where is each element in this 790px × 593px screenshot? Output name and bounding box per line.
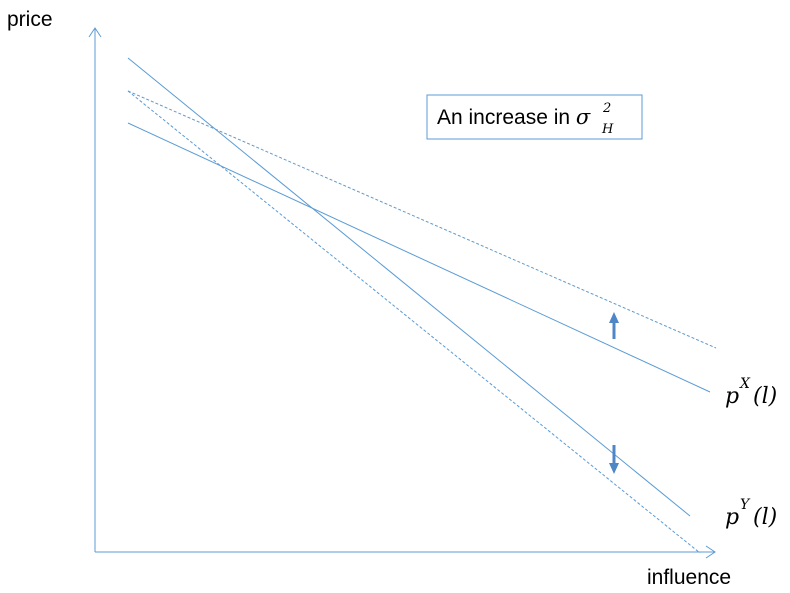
px-label-base: p — [725, 384, 739, 409]
py-curve-original — [127, 57, 691, 517]
px-label: p X (l) — [725, 376, 777, 409]
down-arrow — [609, 445, 619, 474]
axes — [88, 27, 716, 559]
py-curve-shifted — [127, 90, 701, 554]
py-label-arg: (l) — [753, 505, 777, 530]
annotation-subscript: H — [601, 122, 614, 137]
shift-arrows — [609, 312, 619, 474]
y-axis-arrowhead — [88, 27, 102, 38]
px-curve-shifted — [127, 90, 717, 349]
up-arrow — [609, 312, 619, 339]
annotation-border — [426, 94, 643, 140]
px-label-arg: (l) — [753, 384, 777, 409]
annotation-box: An increase in σ 2 H — [426, 94, 643, 140]
y-axis-label: price — [7, 8, 53, 31]
annotation-label: An increase in σ — [437, 105, 591, 129]
x-axis-arrowhead — [705, 545, 716, 559]
curves — [127, 57, 717, 554]
py-label: p Y (l) — [725, 497, 777, 530]
py-label-base: p — [725, 505, 739, 530]
px-label-sup: X — [739, 376, 751, 392]
annotation-superscript: 2 — [602, 101, 611, 116]
px-curve-original — [127, 122, 711, 393]
annotation-text: An increase in — [437, 106, 576, 129]
annotation-sigma: σ — [576, 105, 591, 129]
x-axis-label: influence — [647, 566, 731, 589]
py-label-sup: Y — [740, 497, 751, 513]
